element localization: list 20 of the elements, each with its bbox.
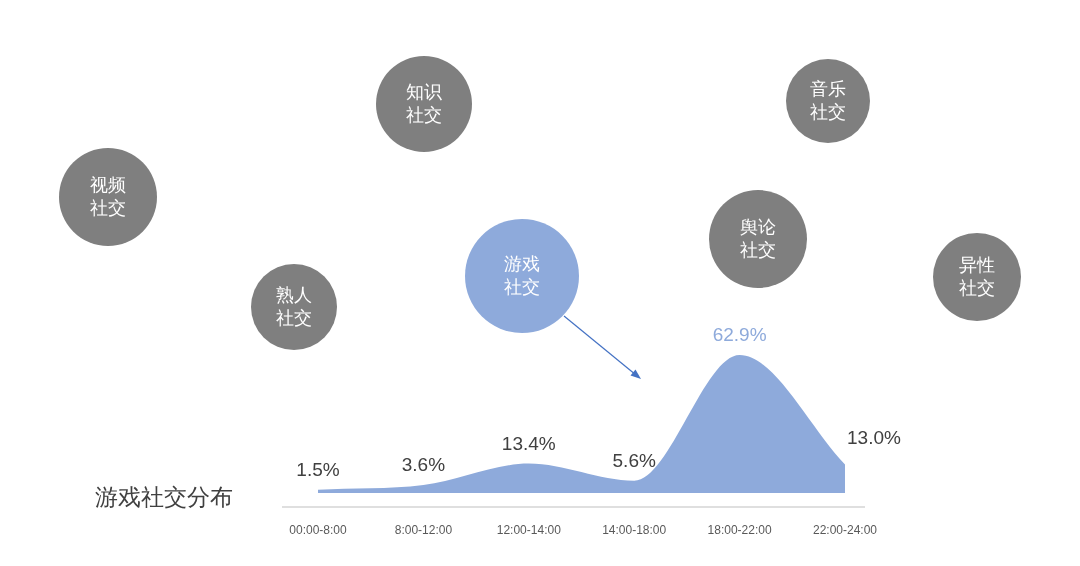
text: 音乐社交 (809, 78, 847, 124)
text: 游戏社交 (503, 253, 541, 299)
data-label: 3.6% (401, 454, 446, 476)
data-label: 13.4% (501, 432, 556, 454)
text: 异性社交 (958, 254, 996, 300)
x-tick-label: 12:00-14:00 (496, 523, 562, 537)
data-label: 1.5% (296, 458, 340, 480)
text: 视频社交 (89, 174, 127, 220)
x-tick-label: 00:00-8:00 (289, 523, 348, 537)
data-label: 5.6% (612, 449, 656, 471)
data-label: 62.9% (712, 324, 767, 345)
text: 熟人社交 (275, 284, 313, 330)
x-tick-label: 14:00-18:00 (602, 523, 667, 537)
x-tick-label: 8:00-12:00 (394, 523, 453, 537)
x-tick-label: 18:00-22:00 (707, 523, 772, 537)
data-label: 13.0% (847, 427, 901, 449)
text: 游戏社交分布 (95, 484, 233, 510)
text: 知识社交 (405, 81, 443, 127)
text: 舆论社交 (739, 216, 777, 262)
x-tick-label: 22:00-24:00 (812, 523, 878, 537)
